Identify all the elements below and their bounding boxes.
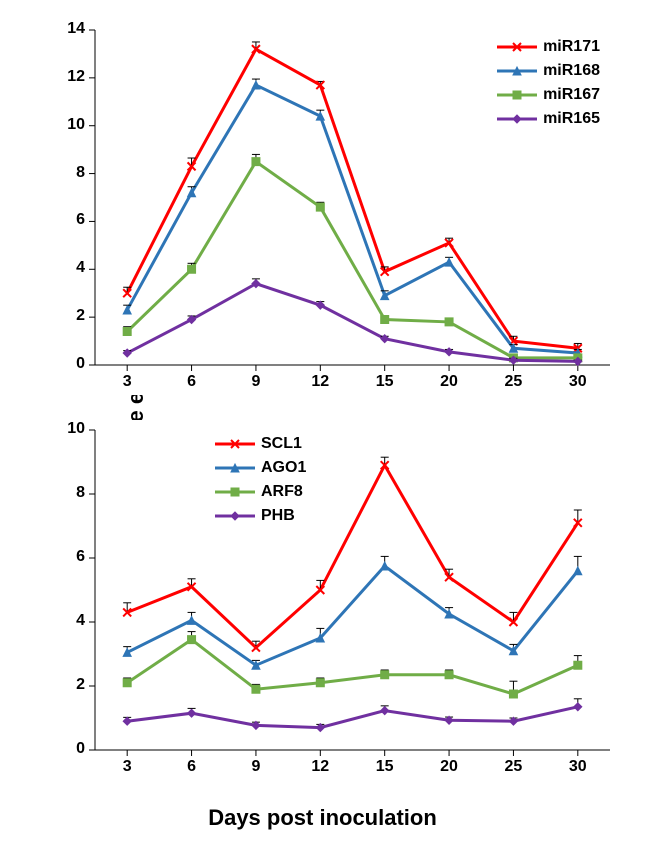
legend-item: miR167 <box>497 83 600 107</box>
chart-svg <box>85 420 620 780</box>
y-tick-label: 8 <box>55 484 85 502</box>
y-tick-label: 12 <box>55 68 85 86</box>
x-tick-label: 25 <box>498 373 528 391</box>
legend-label: miR171 <box>543 38 600 56</box>
legend-item: ARF8 <box>215 480 306 504</box>
x-axis-label: Days post inoculation <box>0 805 645 831</box>
figure-container: Relative gene expression Days post inocu… <box>0 0 645 841</box>
y-tick-label: 4 <box>55 259 85 277</box>
x-tick-label: 30 <box>563 373 593 391</box>
x-tick-label: 9 <box>241 373 271 391</box>
x-tick-label: 3 <box>112 758 142 776</box>
y-tick-label: 0 <box>55 740 85 758</box>
x-tick-label: 6 <box>177 373 207 391</box>
legend-label: miR165 <box>543 110 600 128</box>
y-tick-label: 8 <box>55 164 85 182</box>
series-line <box>127 566 578 665</box>
legend-label: AGO1 <box>261 459 306 477</box>
legend-item: PHB <box>215 504 306 528</box>
y-tick-label: 10 <box>55 116 85 134</box>
x-tick-label: 30 <box>563 758 593 776</box>
series-line <box>127 465 578 647</box>
legend-item: AGO1 <box>215 456 306 480</box>
legend: SCL1 AGO1 ARF8 PHB <box>215 432 306 528</box>
legend-item: SCL1 <box>215 432 306 456</box>
x-tick-label: 6 <box>177 758 207 776</box>
bottom-chart: 02468103691215202530 SCL1 AGO1 ARF8 PHB <box>85 420 620 780</box>
legend: miR171 miR168 miR167 miR165 <box>497 35 600 131</box>
y-tick-label: 4 <box>55 612 85 630</box>
y-tick-label: 10 <box>55 420 85 438</box>
x-tick-label: 25 <box>498 758 528 776</box>
y-tick-label: 6 <box>55 548 85 566</box>
legend-label: PHB <box>261 507 295 525</box>
x-tick-label: 3 <box>112 373 142 391</box>
series-line <box>127 707 578 728</box>
x-tick-label: 12 <box>305 758 335 776</box>
legend-label: miR168 <box>543 62 600 80</box>
y-tick-label: 2 <box>55 307 85 325</box>
legend-label: ARF8 <box>261 483 303 501</box>
x-tick-label: 9 <box>241 758 271 776</box>
y-tick-label: 14 <box>55 20 85 38</box>
legend-item: miR171 <box>497 35 600 59</box>
y-tick-label: 6 <box>55 211 85 229</box>
legend-item: miR165 <box>497 107 600 131</box>
y-tick-label: 0 <box>55 355 85 373</box>
x-tick-label: 12 <box>305 373 335 391</box>
legend-label: SCL1 <box>261 435 302 453</box>
top-chart: 024681012143691215202530 miR171 miR168 m… <box>85 20 620 395</box>
legend-item: miR168 <box>497 59 600 83</box>
series-line <box>127 162 578 358</box>
x-tick-label: 15 <box>370 373 400 391</box>
x-tick-label: 15 <box>370 758 400 776</box>
x-tick-label: 20 <box>434 373 464 391</box>
legend-label: miR167 <box>543 86 600 104</box>
x-tick-label: 20 <box>434 758 464 776</box>
y-tick-label: 2 <box>55 676 85 694</box>
